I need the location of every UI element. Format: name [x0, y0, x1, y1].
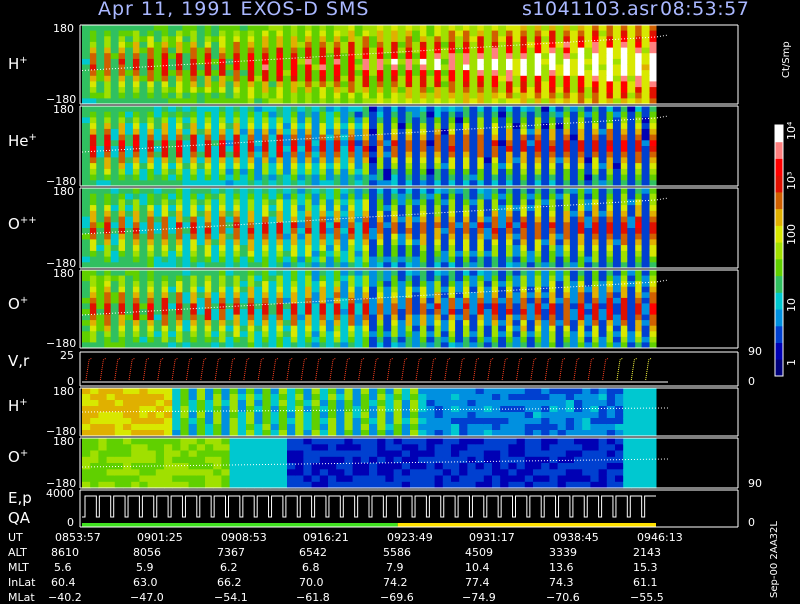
- axis-value-alt: 7367: [217, 547, 245, 558]
- axis-value-inlat: 66.2: [217, 577, 242, 588]
- colorbar-swatch: [775, 209, 783, 226]
- colorbar-swatch: [775, 159, 783, 176]
- colorbar-tick-label: 10: [786, 298, 797, 312]
- axis-value-alt: 3339: [549, 547, 577, 558]
- axis-value-alt: 6542: [299, 547, 327, 558]
- axis-value-mlt: 5.9: [136, 562, 154, 573]
- axis-value-mlat: −74.9: [462, 592, 496, 603]
- panel-ytick-top-6: 180: [53, 436, 74, 447]
- panel-ytick-top-0: 180: [53, 23, 74, 34]
- axis-value-mlt: 15.3: [633, 562, 658, 573]
- axis-row-label-MLat: MLat: [8, 592, 35, 603]
- footer-id: Sep-00 2AA32L: [770, 521, 780, 598]
- axis-value-mlat: −70.6: [546, 592, 580, 603]
- panel-ytick-top-2: 180: [53, 186, 74, 197]
- axis-value-inlat: 60.4: [51, 577, 76, 588]
- colorbar-title: Ct/Smp: [782, 41, 792, 78]
- colorbar-swatch: [775, 225, 783, 242]
- panel-ytick-top-1: 180: [53, 104, 74, 115]
- axis-value-mlt: 10.4: [465, 562, 490, 573]
- colorbar-tick-label: 100: [786, 224, 797, 245]
- panel-ytick-bot-7: 0: [67, 517, 74, 528]
- panel-label-6: O+: [8, 449, 28, 465]
- qa-bar-good: [82, 523, 398, 527]
- axis-value-inlat: 70.0: [299, 577, 324, 588]
- axis-value-mlat: −40.2: [48, 592, 82, 603]
- axis-value-alt: 4509: [465, 547, 493, 558]
- axis-value-inlat: 77.4: [465, 577, 490, 588]
- colorbar-swatch: [775, 192, 783, 209]
- colorbar-swatch: [775, 343, 783, 360]
- panel-label-1: He+: [8, 133, 37, 149]
- panel-ytick-bot-3: −180: [46, 338, 76, 349]
- colorbar-swatch: [775, 309, 783, 326]
- colorbar-tick-label: 10⁴: [786, 122, 797, 140]
- ep-step-trace: [82, 496, 656, 517]
- axis-value-ut: 0923:49: [387, 532, 433, 543]
- axis-value-mlt: 5.6: [54, 562, 72, 573]
- axis-value-mlat: −47.0: [130, 592, 164, 603]
- axis-value-mlt: 7.9: [386, 562, 404, 573]
- colorbar-swatch: [775, 259, 783, 276]
- axis-value-ut: 0901:25: [137, 532, 183, 543]
- panel-rtick-top-4: 90: [748, 346, 762, 357]
- panel-label-0: H+: [8, 56, 28, 72]
- panel-label-2: O++: [8, 216, 37, 232]
- panel-label-3: O+: [8, 296, 28, 312]
- panel-label-7: E,p: [8, 491, 32, 506]
- axis-value-mlt: 6.2: [220, 562, 238, 573]
- panel-rtick-bot-7: 0: [748, 517, 755, 528]
- colorbar-swatch: [775, 292, 783, 309]
- colorbar-swatch: [775, 242, 783, 259]
- panel-ytick-top-5: 180: [53, 386, 74, 397]
- axis-row-label-ALT: ALT: [8, 547, 27, 558]
- axis-value-ut: 0946:13: [637, 532, 683, 543]
- axis-value-ut: 0931:17: [469, 532, 515, 543]
- colorbar-swatch: [775, 142, 783, 159]
- panel-ytick-top-7: 4000: [46, 488, 74, 499]
- spectrogram-cells: [82, 25, 657, 489]
- axis-value-alt: 8056: [133, 547, 161, 558]
- axis-row-label-UT: UT: [8, 532, 23, 543]
- axis-value-inlat: 63.0: [133, 577, 158, 588]
- colorbar-swatch: [775, 326, 783, 343]
- colorbar-tick-label: 1: [786, 359, 797, 366]
- axis-value-mlt: 13.6: [549, 562, 574, 573]
- axis-value-alt: 2143: [633, 547, 661, 558]
- colorbar-swatch: [775, 125, 783, 142]
- axis-value-mlat: −69.6: [380, 592, 414, 603]
- axis-value-ut: 0916:21: [303, 532, 349, 543]
- axis-value-ut: 0908:53: [221, 532, 267, 543]
- panel-label-5: H+: [8, 398, 28, 414]
- axis-value-alt: 8610: [51, 547, 79, 558]
- axis-value-mlat: −61.8: [296, 592, 330, 603]
- axis-value-mlt: 6.8: [302, 562, 320, 573]
- axis-value-inlat: 74.3: [549, 577, 574, 588]
- panel-label-4: V,r: [8, 354, 29, 369]
- axis-value-inlat: 61.1: [633, 577, 658, 588]
- panel-ytick-top-4: 25: [60, 350, 74, 361]
- panel-rtick-bot-4: 0: [748, 376, 755, 387]
- qa-bar-warn: [398, 523, 656, 527]
- panel-ytick-top-3: 180: [53, 268, 74, 279]
- axis-value-alt: 5586: [383, 547, 411, 558]
- panel-rtick-bot-6: 90: [748, 478, 762, 489]
- axis-value-mlat: −55.5: [630, 592, 664, 603]
- colorbar-tick-label: 10³: [786, 172, 797, 190]
- axis-row-label-MLT: MLT: [8, 562, 29, 573]
- colorbar-swatch: [775, 276, 783, 293]
- colorbar-swatch: [775, 359, 783, 376]
- axis-value-ut: 0938:45: [553, 532, 599, 543]
- axis-value-mlat: −54.1: [214, 592, 248, 603]
- colorbar-swatch: [775, 175, 783, 192]
- panel-label2-7: QA: [8, 511, 30, 526]
- axis-value-inlat: 74.2: [383, 577, 408, 588]
- axis-value-ut: 0853:57: [55, 532, 101, 543]
- axis-row-label-InLat: InLat: [8, 577, 35, 588]
